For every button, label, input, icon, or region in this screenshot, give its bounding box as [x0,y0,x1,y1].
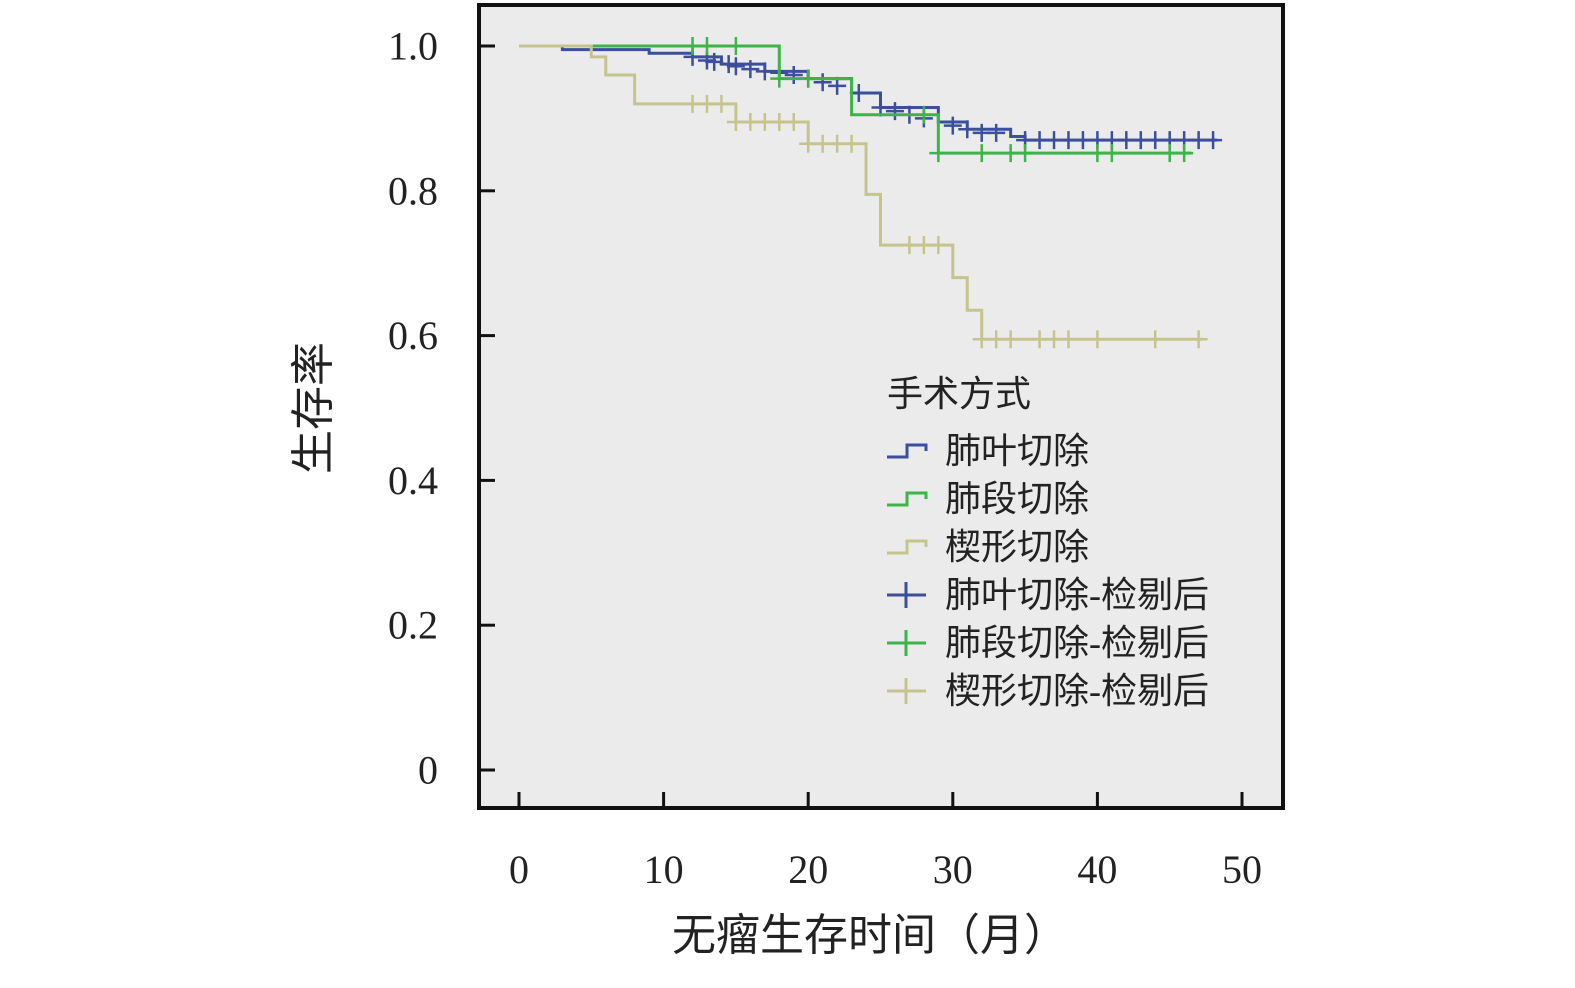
censor-mark [726,57,745,76]
x-tick-label: 50 [1222,847,1262,892]
censor-mark [914,105,933,124]
censor-mark [1146,330,1165,349]
legend-entry-6: 楔形切除-检剔后 [887,671,1209,711]
censor-mark [885,102,904,121]
censor-mark [943,116,962,135]
censor-mark [1102,144,1121,163]
legend-label: 肺叶切除-检剔后 [945,575,1209,615]
plot-frame [477,3,1285,810]
x-tick-label: 20 [788,847,828,892]
x-tick-label: 0 [509,847,529,892]
legend-step-symbol [887,443,928,459]
legend-label: 肺段切除 [945,479,1089,519]
censor-mark [987,123,1006,142]
censor-mark [929,144,948,163]
censor-mark [972,144,991,163]
censor-mark [1189,330,1208,349]
legend-label: 楔形切除-检剔后 [945,671,1209,711]
legend-entry-2: 肺段切除 [887,479,1089,519]
legend-step-symbol [887,491,928,507]
legend-censor-symbol [887,678,926,704]
censor-mark [842,134,861,153]
y-tick-label: 0.6 [388,313,438,358]
y-tick-label: 1.0 [388,24,438,69]
censor-mark [770,69,789,88]
legend-label: 楔形切除 [945,527,1089,567]
legend-entry-5: 肺段切除-检剔后 [887,623,1209,663]
censor-mark [1175,144,1194,163]
legend-label: 肺叶切除 [945,431,1089,471]
series-2 [519,37,1194,163]
censor-mark [1059,330,1078,349]
censor-mark [726,37,745,55]
censor-mark [958,120,977,139]
censor-mark [813,73,832,92]
censor-mark [741,60,760,79]
censor-mark [1204,131,1223,150]
censor-mark [784,65,803,84]
y-tick-label: 0.2 [388,603,438,648]
censor-mark [1016,144,1035,163]
y-tick-label: 0.4 [388,458,438,503]
censor-mark [705,52,724,71]
legend-label: 肺段切除-检剔后 [945,623,1209,663]
censor-mark [1001,330,1020,349]
y-tick-label: 0.8 [388,168,438,213]
series-3 [519,44,1208,349]
censor-mark [929,236,948,255]
censor-mark [784,113,803,132]
legend-title: 手术方式 [887,374,1031,414]
censor-mark [755,62,774,81]
series-layer [519,37,1223,349]
legend-entry-3: 楔形切除 [887,527,1089,567]
ticks: 0 0.2 0.4 0.6 0.8 1.0 0 10 20 30 40 50 [388,24,1262,893]
censor-mark [712,94,731,113]
y-axis-label: 生存率 [289,342,338,474]
x-tick-label: 30 [933,847,973,892]
censor-mark [1088,330,1107,349]
x-tick-label: 10 [644,847,684,892]
legend-step-symbol [887,539,928,555]
legend-entry-1: 肺叶切除 [887,431,1089,471]
censor-mark [799,69,818,88]
y-tick-label: 0 [418,748,438,793]
legend-entry-4: 肺叶切除-检剔后 [887,575,1209,615]
legend-censor-symbol [887,582,926,608]
x-tick-label: 40 [1077,847,1117,892]
x-axis-label: 无瘤生存时间（月） [672,911,1068,960]
legend-censor-symbol [887,630,926,656]
legend: 手术方式 肺叶切除肺段切除楔形切除肺叶切除-检剔后肺段切除-检剔后楔形切除-检剔… [887,374,1209,711]
censor-mark [697,37,716,55]
